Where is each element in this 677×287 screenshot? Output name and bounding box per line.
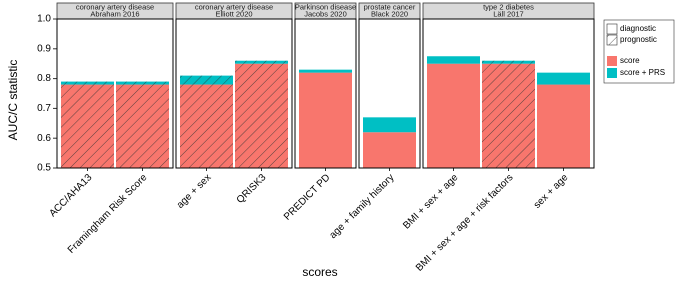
legend-hatch [607,35,617,45]
bar-hatch [482,60,535,64]
strip-title: type 2 diabetes [483,2,534,11]
bar-hatch [235,60,288,64]
y-tick-label: 0.5 [37,163,51,174]
strip-subtitle: Elliott 2020 [215,9,252,18]
bar-hatch [116,84,169,168]
y-tick-label: 0.9 [37,43,51,54]
bar-segment [363,132,416,168]
bar-segment [537,72,590,85]
bar-hatch [116,81,169,85]
y-tick-label: 0.6 [37,133,51,144]
bar-segment [427,56,480,64]
bar-hatch [61,84,114,168]
y-tick-label: 0.7 [37,103,51,114]
panel-border [422,18,595,169]
panel-border [358,18,421,169]
bar-hatch [61,81,114,85]
y-tick-label: 1.0 [37,14,51,25]
bar-segment [537,84,590,168]
legend-swatch [606,23,618,35]
bar-segment [299,72,352,168]
legend-swatch [607,56,617,66]
panel-border [175,18,293,169]
legend-label: score + PRS [620,68,665,77]
strip-subtitle: Läll 2017 [493,9,523,18]
panel-border [56,18,174,169]
strip-title: coronary artery disease [195,2,273,11]
strip-subtitle: Abraham 2016 [90,9,139,18]
y-tick-label: 0.8 [37,73,51,84]
strip-subtitle: Jacobs 2020 [304,9,347,18]
legend-label: score [620,56,640,65]
x-axis-title: scores [302,265,337,279]
bar-hatch [235,63,288,169]
bar-hatch [180,75,233,85]
legend-swatch [607,68,617,78]
legend-label: diagnostic [620,24,656,33]
bar-segment [299,69,352,73]
bar-segment [363,117,416,133]
bar-hatch [482,63,535,169]
y-axis-title: AUC/C statistic [6,60,20,141]
bar-hatch [180,84,233,168]
legend-label: prognostic [620,35,657,44]
strip-title: prostate cancer [364,2,416,11]
strip-title: Parkinson disease [295,2,356,11]
bar-segment [427,63,480,169]
panel-border [294,18,357,169]
strip-title: coronary artery disease [76,2,154,11]
strip-subtitle: Black 2020 [371,9,408,18]
